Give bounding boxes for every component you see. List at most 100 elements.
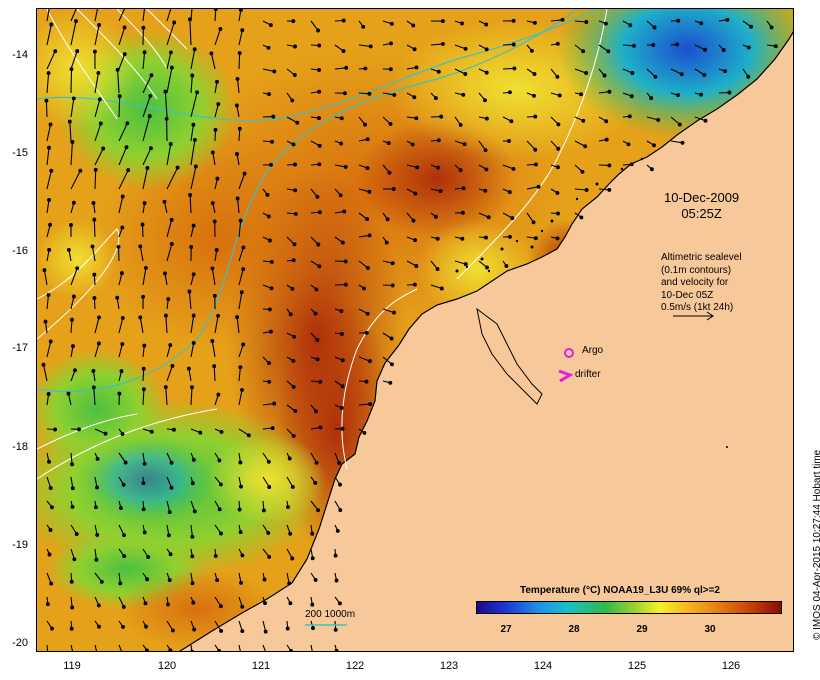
reference-velocity-arrow <box>673 311 714 321</box>
velocity-vector-head <box>555 190 560 195</box>
velocity-vector-head <box>391 187 396 191</box>
velocity-vector-head <box>120 342 125 347</box>
velocity-vector-head <box>95 485 99 490</box>
velocity-vector <box>286 116 298 124</box>
velocity-vector-head <box>189 245 194 249</box>
velocity-vector-head <box>240 387 244 392</box>
lat-tick-label: -15 <box>12 147 28 159</box>
velocity-vector <box>166 22 175 46</box>
velocity-vector-head <box>97 97 102 102</box>
velocity-vector <box>46 147 50 166</box>
velocity-vector-head <box>163 271 167 276</box>
velocity-vector-head <box>116 244 121 249</box>
velocity-vector-head <box>440 41 445 46</box>
velocity-vector-head <box>556 211 560 216</box>
velocity-vector-head <box>170 363 175 368</box>
velocity-vector <box>210 53 216 70</box>
velocity-vector-head <box>390 283 395 288</box>
velocity-vector <box>190 387 193 406</box>
velocity-vector-head <box>367 359 372 364</box>
velocity-vector-head <box>213 553 218 558</box>
velocity-vector-head <box>120 194 125 199</box>
lat-tick-label: -19 <box>12 539 28 551</box>
velocity-vector <box>70 268 78 286</box>
lon-tick-label: 121 <box>251 660 271 672</box>
velocity-vector-head <box>365 217 370 222</box>
velocity-vector-head <box>338 482 342 487</box>
velocity-vector-head <box>96 70 101 75</box>
velocity-vector-head <box>287 456 292 461</box>
velocity-vector-head <box>166 297 171 302</box>
velocity-vector-head <box>240 604 245 609</box>
velocity-vector-head <box>234 103 239 108</box>
velocity-vector-head <box>534 162 538 167</box>
velocity-vector-head <box>48 486 53 490</box>
velocity-vector <box>190 49 196 70</box>
velocity-vector <box>94 169 97 190</box>
velocity-vector-head <box>368 44 373 49</box>
velocity-vector-head <box>607 163 612 168</box>
velocity-vector-head <box>604 137 609 142</box>
velocity-vector-head <box>235 196 240 201</box>
velocity-vector <box>93 219 96 238</box>
velocity-vector-head <box>209 51 214 56</box>
velocity-vector-head <box>191 457 196 462</box>
velocity-vector-head <box>626 142 631 147</box>
altimetry-note-line: 0.5m/s (1kt 24h) <box>661 302 734 313</box>
velocity-vector <box>142 167 148 190</box>
velocity-vector-head <box>198 430 203 435</box>
velocity-vector-head <box>96 341 101 346</box>
velocity-vector-head <box>66 391 71 396</box>
velocity-vector-head <box>291 258 296 263</box>
velocity-vector-head <box>433 214 438 219</box>
velocity-vector-head <box>531 220 536 225</box>
velocity-vector-head <box>510 216 515 221</box>
velocity-vector-head <box>141 507 146 512</box>
isobaths <box>37 9 598 393</box>
velocity-vector-head <box>555 236 560 241</box>
velocity-vector <box>70 98 75 118</box>
velocity-vector-head <box>238 530 243 535</box>
velocity-vector-head <box>242 171 247 176</box>
velocity-vector <box>69 121 72 142</box>
velocity-vector-head <box>213 127 218 132</box>
velocity-vector-head <box>389 21 394 26</box>
velocity-vector-head <box>414 65 419 70</box>
velocity-vector-head <box>67 119 72 124</box>
velocity-vector-head <box>191 223 196 228</box>
velocity-vector-head <box>218 604 223 609</box>
velocity-vector-head <box>292 242 297 247</box>
velocity-vector <box>142 95 151 118</box>
argo-float-marker[interactable] <box>564 348 574 358</box>
velocity-vector-head <box>149 73 154 78</box>
velocity-vector <box>238 247 244 262</box>
sst-map[interactable] <box>36 8 794 652</box>
velocity-vector-head <box>365 265 370 270</box>
velocity-vector-head <box>49 168 54 173</box>
velocity-vector-head <box>193 164 198 169</box>
velocity-vector-head <box>339 141 344 146</box>
velocity-vector-head <box>147 114 152 119</box>
velocity-vector-head <box>484 47 489 52</box>
velocity-vector-head <box>362 286 366 291</box>
velocity-vector-head <box>435 267 440 271</box>
velocity-vector-head <box>126 168 131 173</box>
velocity-vector <box>430 43 443 46</box>
velocity-vector-head <box>263 629 268 634</box>
velocity-vector-head <box>170 628 175 633</box>
velocity-vector-head <box>214 248 219 252</box>
velocity-vector <box>190 139 196 166</box>
velocity-vector <box>166 365 173 382</box>
velocity-vector-head <box>122 25 127 30</box>
velocity-vector-head <box>216 392 221 397</box>
velocity-vector-head <box>483 188 488 193</box>
velocity-vector-head <box>536 184 541 189</box>
velocity-vector-head <box>316 508 321 513</box>
observation-date: 10-Dec-2009 <box>664 190 740 205</box>
velocity-vector-head <box>533 114 538 119</box>
velocity-vector <box>117 246 120 262</box>
velocity-vector <box>238 173 246 190</box>
velocity-vector <box>46 224 51 238</box>
velocity-vector-head <box>390 261 395 266</box>
drifter-marker[interactable] <box>558 369 574 383</box>
